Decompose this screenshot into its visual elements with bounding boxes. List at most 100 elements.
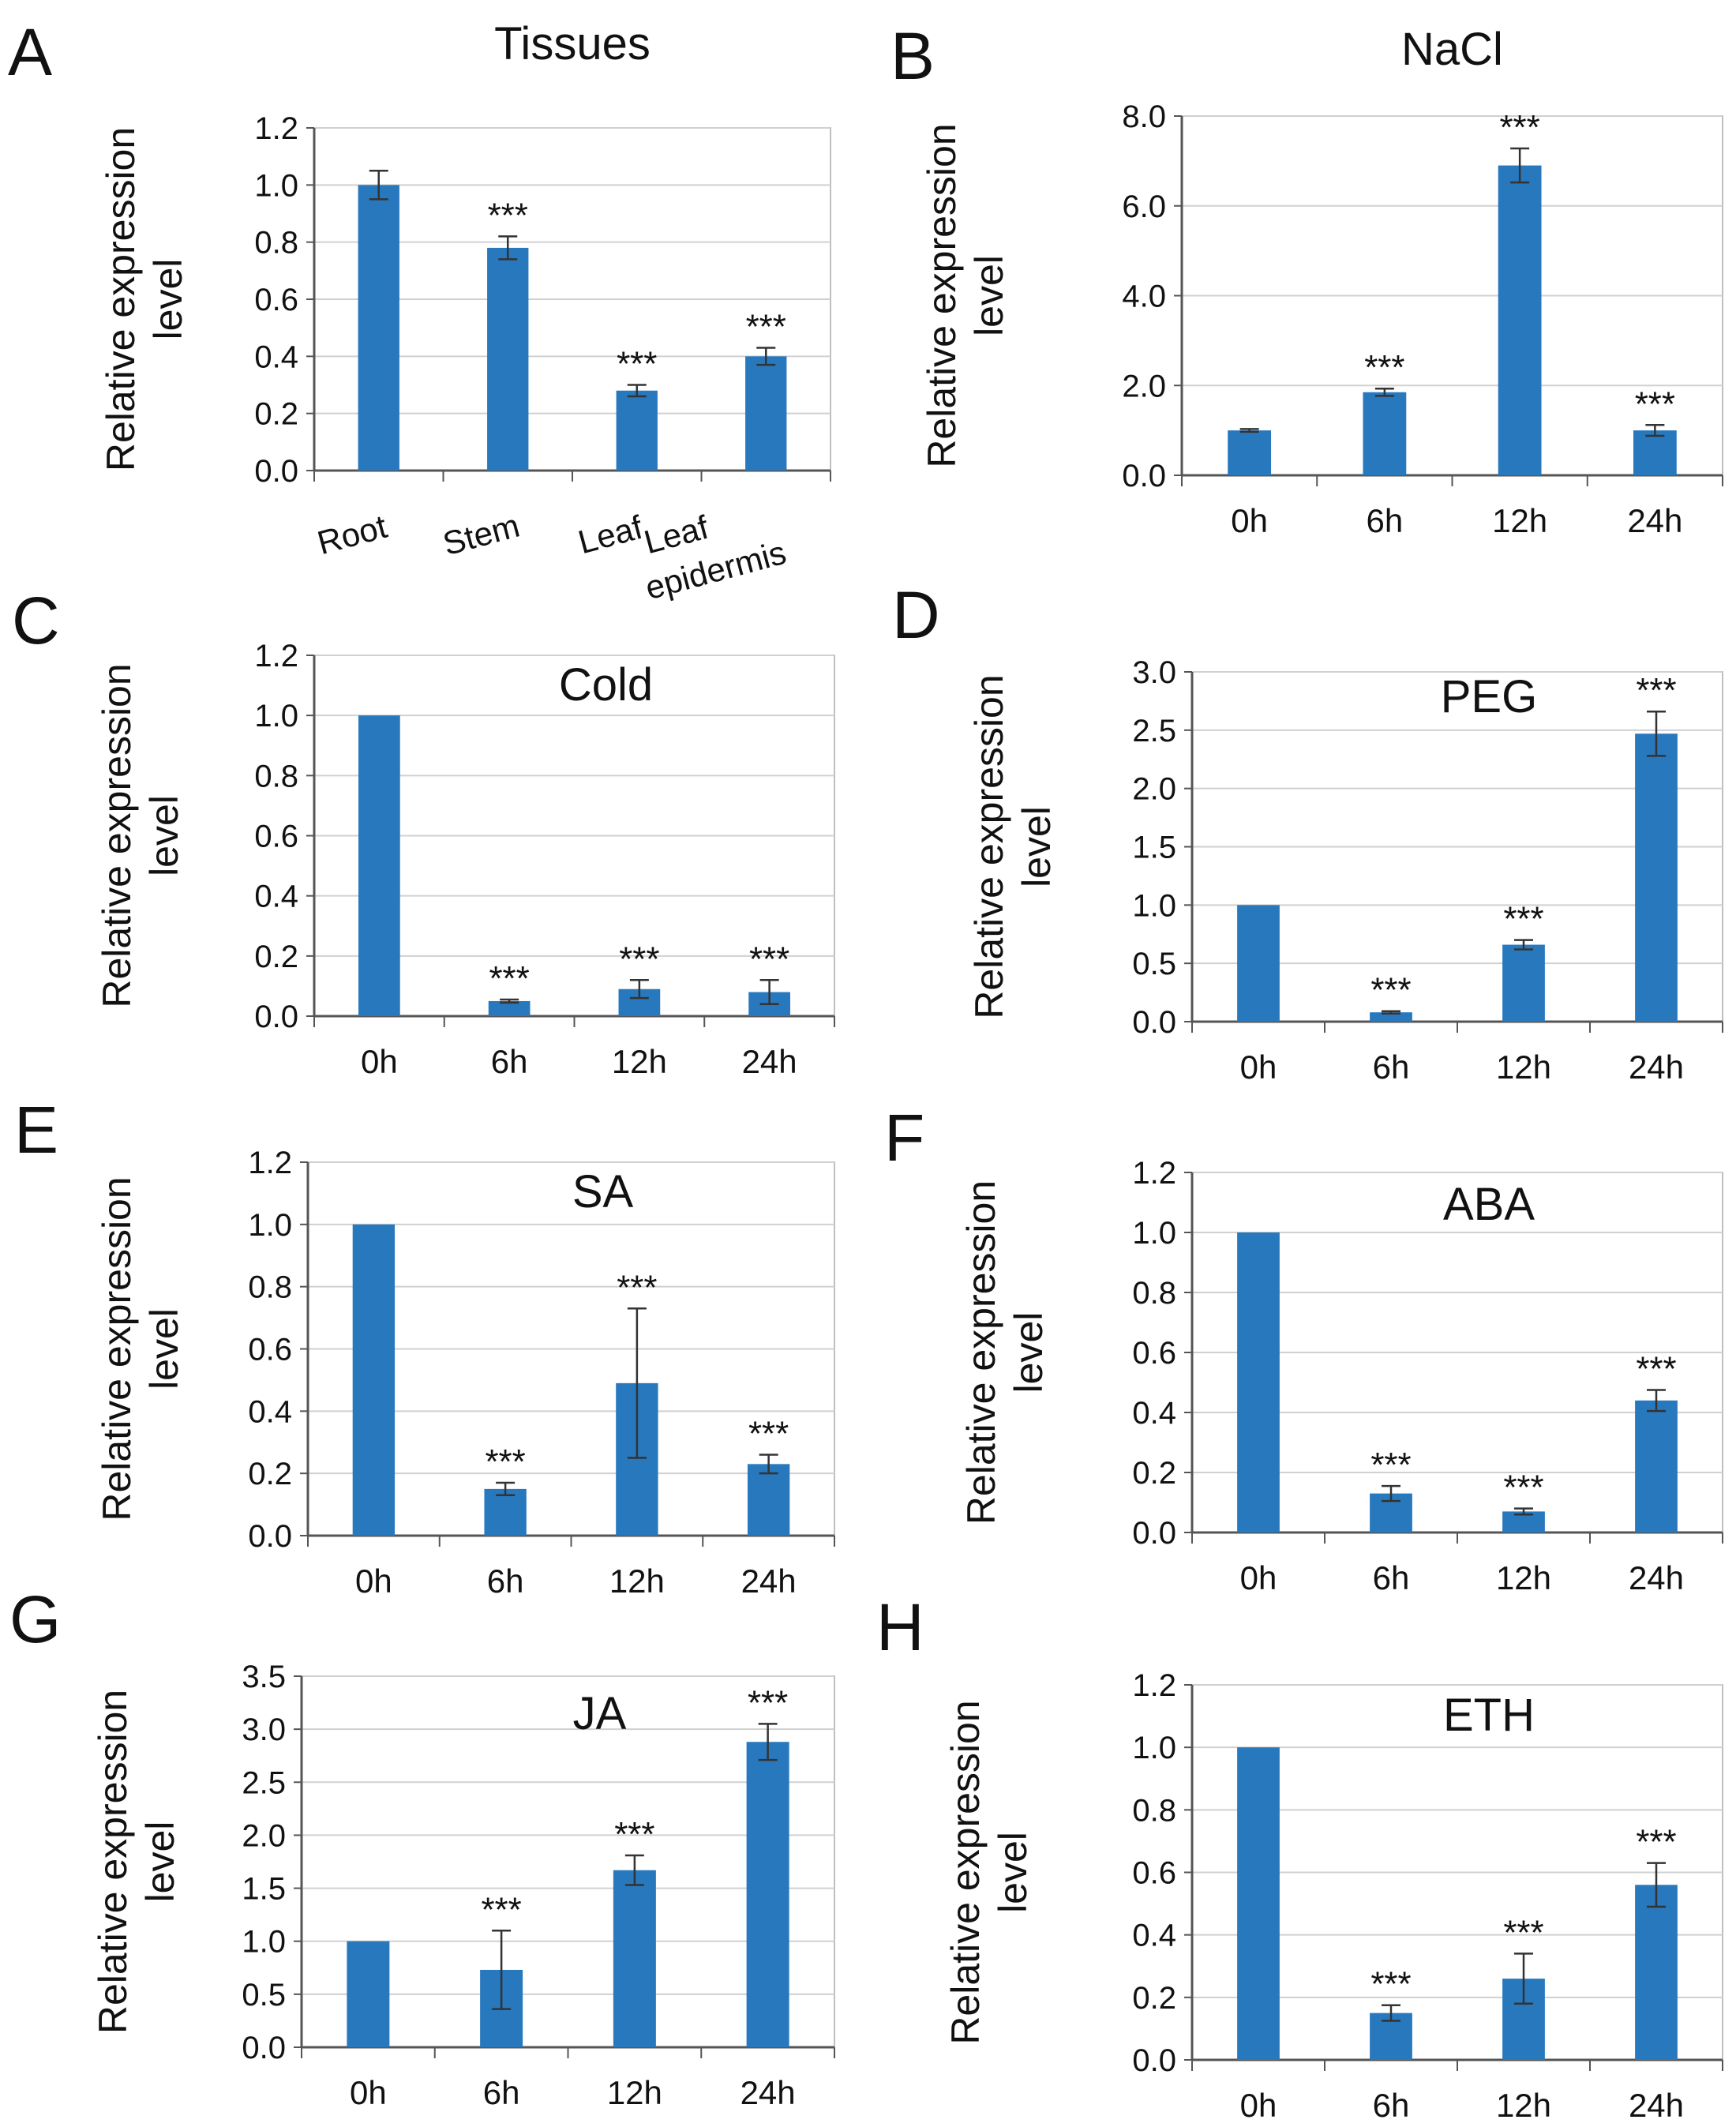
panel-d-significance-3: ***	[1503, 900, 1543, 939]
panel-g-xtick-label-3: 12h	[607, 2074, 662, 2111]
panel-f: F 0.0 0.2 0.4 0.6 0.8 1.0 1.2 0h *** 6h *** 12h *** 24…	[884, 1101, 1723, 1596]
panel-f-significance-4: ***	[1636, 1350, 1676, 1389]
panel-c-bar-1	[358, 715, 400, 1016]
panel-c-significance-3: ***	[619, 940, 659, 978]
panel-h-xtick-label-2: 6h	[1373, 2087, 1410, 2124]
panel-d-bar-3	[1502, 944, 1545, 1022]
panel-b-ytick-label: 6.0	[1122, 189, 1166, 224]
panel-e-ytick-label: 0.8	[248, 1270, 292, 1305]
panel-a-xtick-label-1: Root	[313, 508, 391, 561]
panel-f-xtick-label-4: 24h	[1629, 1559, 1684, 1596]
panel-e-significance-2: ***	[485, 1442, 525, 1481]
panel-a-ytick-label: 1.0	[254, 168, 298, 203]
panel-d-ylabel-line2: level	[1014, 806, 1059, 887]
panel-e-ytick-label: 0.0	[248, 1519, 292, 1554]
panel-f-letter: F	[884, 1101, 924, 1175]
panel-d-significance-2: ***	[1370, 971, 1411, 1010]
panel-a-significance-3: ***	[617, 345, 657, 384]
panel-f-significance-3: ***	[1503, 1469, 1543, 1507]
panel-a-bar-4	[745, 356, 787, 471]
panel-b-bar-4	[1633, 430, 1677, 475]
panel-c-ytick-label: 0.2	[254, 940, 298, 974]
panel-c-ytick-label: 1.0	[254, 699, 298, 733]
panel-b-significance-3: ***	[1499, 108, 1539, 147]
panel-d-ytick-label: 1.5	[1132, 831, 1176, 865]
panel-e-ytick-label: 0.4	[248, 1394, 292, 1429]
panel-h-ylabel-line1: Relative expression	[943, 1700, 988, 2044]
panel-h-significance-3: ***	[1503, 1913, 1543, 1952]
panel-e-ytick-label: 0.6	[248, 1333, 292, 1367]
panel-c-xtick-label-3: 12h	[612, 1043, 667, 1080]
panel-a-ytick-label: 0.8	[254, 226, 298, 261]
panel-d-xtick-label-2: 6h	[1373, 1048, 1410, 1086]
panel-g-ytick-label: 0.0	[242, 2031, 286, 2065]
panel-c-title: Cold	[559, 659, 653, 711]
panel-a-ytick-label: 1.2	[254, 111, 298, 146]
panel-e-xtick-label-1: 0h	[355, 1562, 392, 1600]
panel-f-ytick-label: 1.0	[1132, 1216, 1176, 1251]
panel-a-bar-3	[616, 390, 658, 471]
panel-b-xtick-label-2: 6h	[1367, 502, 1404, 539]
panel-h-significance-2: ***	[1370, 1965, 1411, 2004]
panel-b-significance-2: ***	[1364, 348, 1404, 387]
panel-h-bar-1	[1237, 1747, 1280, 2060]
panel-c-significance-4: ***	[749, 940, 789, 978]
panel-b-ytick-label: 4.0	[1122, 279, 1166, 314]
panel-a-ylabel-line1: Relative expression	[99, 127, 143, 471]
panel-f-ytick-label: 0.2	[1132, 1456, 1176, 1491]
panel-g-xtick-label-1: 0h	[350, 2074, 387, 2111]
panel-b-ylabel-line1: Relative expression	[920, 123, 964, 467]
panel-c: C 0.0 0.2 0.4 0.6 0.8 1.0 1.2 0h *** 6h *** 12h *** 24…	[12, 583, 835, 1080]
panel-c-letter: C	[12, 583, 60, 658]
panel-d-xtick-label-3: 12h	[1496, 1048, 1551, 1086]
panel-g-title: JA	[573, 1688, 627, 1739]
panel-d-xtick-label-1: 0h	[1240, 1048, 1277, 1086]
panel-b-xtick-label-3: 12h	[1492, 502, 1547, 539]
panel-b: B 0.0 2.0 4.0 6.0 8.0 0h *** 6h *** 12h *** 24h NaCl R…	[890, 19, 1723, 539]
panel-a-significance-2: ***	[488, 196, 528, 234]
panel-a-xtick-label-2: Stem	[439, 507, 523, 563]
panel-d-ytick-label: 0.5	[1132, 947, 1176, 981]
panel-c-ytick-label: 0.4	[254, 880, 298, 914]
panel-e-bar-2	[484, 1488, 527, 1536]
panel-g-ylabel-line1: Relative expression	[91, 1690, 135, 2034]
panel-d-xtick-label-4: 24h	[1629, 1048, 1684, 1086]
panel-h-bar-4	[1635, 1885, 1678, 2060]
panel-d-bar-2	[1370, 1012, 1412, 1022]
panel-a-xtick-label-4-line1: Leaf	[640, 508, 712, 561]
panel-f-ytick-label: 0.8	[1132, 1276, 1176, 1311]
panel-e-ytick-label: 0.2	[248, 1457, 292, 1491]
panel-b-ylabel-line2: level	[967, 255, 1011, 336]
panel-g-bar-3	[613, 1870, 656, 2047]
panel-h-xtick-label-3: 12h	[1496, 2087, 1551, 2124]
panel-b-ytick-label: 0.0	[1122, 459, 1166, 493]
panel-c-ytick-label: 0.0	[254, 1000, 298, 1034]
panel-e-ytick-label: 1.2	[248, 1146, 292, 1180]
panel-g-letter: G	[9, 1582, 61, 1656]
panel-a-title: Tissues	[494, 18, 651, 69]
panel-g: G 0.0 0.5 1.0 1.5 2.0 2.5 3.0 3.5 0h *** 6h *** 12h **…	[9, 1582, 835, 2111]
panel-h-ytick-label: 1.0	[1132, 1731, 1176, 1765]
panel-f-xtick-label-2: 6h	[1373, 1559, 1410, 1596]
panel-d-bar-4	[1635, 733, 1678, 1022]
panel-e-ylabel-line2: level	[142, 1308, 186, 1390]
panel-e: E 0.0 0.2 0.4 0.6 0.8 1.0 1.2 0h *** 6h *** 12h *** 24…	[14, 1093, 835, 1600]
panel-a-ytick-label: 0.0	[254, 454, 298, 489]
panel-h-letter: H	[876, 1590, 924, 1664]
panel-f-title: ABA	[1443, 1179, 1535, 1230]
panel-c-ytick-label: 0.8	[254, 759, 298, 793]
panel-f-ytick-label: 0.0	[1132, 1516, 1176, 1551]
panel-d-title: PEG	[1441, 671, 1538, 722]
panel-g-ytick-label: 3.5	[242, 1660, 286, 1694]
panel-g-bar-4	[746, 1742, 789, 2047]
panel-a-ytick-label: 0.4	[254, 339, 298, 374]
panel-d-ytick-label: 0.0	[1132, 1005, 1176, 1040]
panel-f-xtick-label-1: 0h	[1240, 1559, 1277, 1596]
panel-g-ytick-label: 3.0	[242, 1712, 286, 1747]
panel-g-ytick-label: 1.5	[242, 1872, 286, 1907]
panel-g-significance-2: ***	[481, 1890, 521, 1929]
panel-e-letter: E	[14, 1093, 58, 1167]
panel-g-ytick-label: 0.5	[242, 1978, 286, 2013]
panel-c-ytick-label: 0.6	[254, 820, 298, 854]
panel-g-ylabel-line2: level	[138, 1821, 182, 1903]
